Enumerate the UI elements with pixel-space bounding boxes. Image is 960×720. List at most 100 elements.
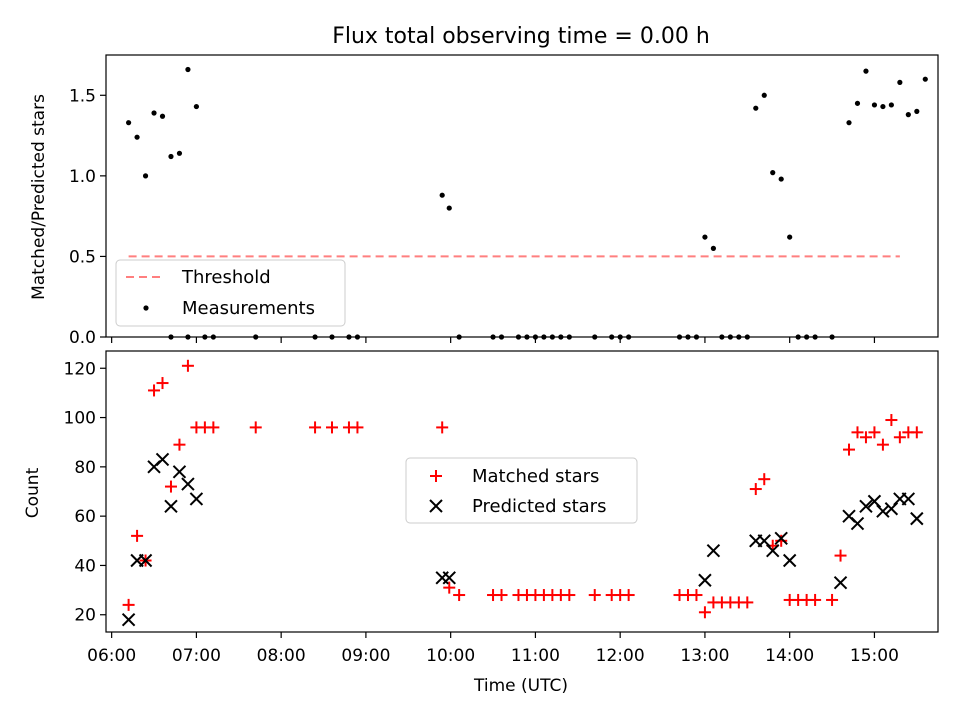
predicted-star-mark-b: [189, 492, 204, 506]
predicted-star-mark-b: [181, 477, 195, 491]
predicted-star-point: [850, 516, 865, 531]
measurement-point: [761, 92, 767, 98]
bottom-y-tick-label: 80: [74, 458, 96, 478]
measurement-point: [863, 68, 869, 74]
top-axes-frame: [105, 54, 939, 338]
matched-star-point: [148, 384, 161, 397]
top-legend: Threshold Measurements: [115, 259, 346, 327]
bottom-y-tick-label: 40: [74, 556, 96, 576]
matched-star-point: [164, 480, 177, 493]
measurement-point: [770, 170, 776, 176]
measurement-point: [439, 192, 445, 198]
measurement-point: [702, 234, 708, 240]
legend-threshold-label: Threshold: [181, 267, 271, 288]
chart-title: Flux total observing time = 0.00 h: [332, 24, 710, 49]
bottom-legend: Matched stars Predicted stars: [405, 457, 638, 524]
predicted-star-point: [121, 612, 136, 627]
top-y-tick-label: 1.5: [69, 86, 96, 106]
predicted-star-point: [833, 575, 848, 590]
bottom-x-tick-label: 11:00: [511, 646, 560, 666]
measurement-point: [185, 66, 191, 73]
top-legend-box: [115, 259, 346, 327]
bottom-x-tick-label: 15:00: [850, 646, 899, 666]
predicted-star-mark-b: [774, 531, 788, 546]
bottom-y-axis-label: Count: [23, 467, 43, 518]
matched-star-point: [588, 589, 601, 602]
top-y-ticks: 0.0 0.5 1.0 1.5: [69, 86, 106, 348]
matched-star-point: [809, 593, 822, 606]
predicted-star-mark-b: [901, 492, 916, 506]
measurement-point: [914, 108, 920, 114]
measurement-point: [787, 234, 793, 240]
matched-star-point: [910, 426, 923, 439]
measurement-point: [446, 205, 452, 211]
bottom-x-tick-label: 08:00: [257, 646, 306, 666]
predicted-star-point: [698, 573, 712, 587]
predicted-star-mark-b: [706, 543, 721, 558]
matched-star-point: [834, 549, 847, 562]
matched-star-point: [868, 426, 881, 439]
matched-star-point: [173, 438, 186, 451]
legend-measurements-label: Measurements: [182, 298, 315, 319]
predicted-star-mark-b: [876, 504, 890, 518]
bottom-x-tick-label: 14:00: [765, 646, 814, 666]
measurement-point: [897, 79, 903, 85]
bottom-x-tick-label: 10:00: [426, 646, 475, 666]
measurement-point: [888, 102, 894, 108]
predicted-star-mark-b: [164, 499, 178, 513]
predicted-star-mark-b: [172, 465, 187, 479]
predicted-star-point: [181, 477, 195, 491]
matched-star-point: [207, 421, 220, 434]
bottom-y-tick-label: 120: [64, 359, 96, 379]
bottom-panel: 20 40 60 80 100 120 06:00 07:00 08:00 09:00 10:00…: [23, 350, 939, 696]
measurement-point: [176, 150, 183, 156]
measurement-point: [753, 105, 759, 111]
matched-star-point: [453, 589, 466, 602]
matched-star-point: [690, 589, 703, 602]
top-x-ticks: [111, 337, 876, 343]
bottom-legend-box: [405, 457, 638, 524]
predicted-star-point: [155, 452, 170, 467]
matched-star-point: [181, 359, 194, 372]
predicted-star-mark-b: [698, 573, 712, 587]
top-y-tick-label: 1.0: [69, 167, 96, 187]
measurement-point: [905, 112, 911, 118]
measurement-point: [193, 103, 200, 110]
matched-star-point: [698, 606, 711, 619]
bottom-x-tick-label: 09:00: [341, 646, 390, 666]
legend-predicted-label: Predicted stars: [472, 496, 606, 517]
matched-star-point: [826, 593, 839, 606]
legend-measurements-swatch: [143, 305, 149, 311]
top-panel: 0.0 0.5 1.0 1.5 Matched/Predicted stars Thr…: [29, 54, 939, 348]
predicted-star-mark-b: [155, 452, 170, 467]
predicted-star-mark-b: [833, 575, 848, 590]
bottom-x-tick-label: 06:00: [87, 646, 136, 666]
predicted-star-mark-b: [910, 511, 924, 526]
top-y-tick-label: 0.0: [69, 328, 96, 348]
matched-star-point: [851, 426, 864, 439]
top-y-axis-label: Matched/Predicted stars: [29, 94, 49, 300]
predicted-star-point: [164, 499, 178, 513]
predicted-star-point: [876, 504, 890, 518]
measurement-point: [159, 113, 166, 119]
predicted-star-mark-b: [850, 516, 865, 531]
predicted-star-points: [121, 452, 924, 627]
measurement-point: [778, 176, 784, 182]
matched-star-point: [249, 421, 262, 434]
predicted-star-point: [774, 531, 788, 546]
bottom-x-ticks: 06:00 07:00 08:00 09:00 10:00 11:00 12:00 13:00…: [87, 632, 899, 666]
bottom-x-tick-label: 12:00: [596, 646, 645, 666]
matched-star-point: [876, 438, 889, 451]
predicted-star-point: [706, 543, 721, 558]
matched-star-point: [122, 598, 135, 611]
bottom-y-tick-label: 100: [64, 409, 96, 429]
predicted-star-point: [189, 492, 204, 506]
measurement-point: [854, 100, 861, 106]
predicted-star-point: [442, 571, 456, 585]
matched-star-point: [758, 473, 771, 486]
matched-star-points: [122, 359, 923, 619]
legend-predicted-swatch: [429, 499, 443, 513]
matched-star-point: [495, 589, 508, 602]
measurement-point: [151, 110, 157, 116]
